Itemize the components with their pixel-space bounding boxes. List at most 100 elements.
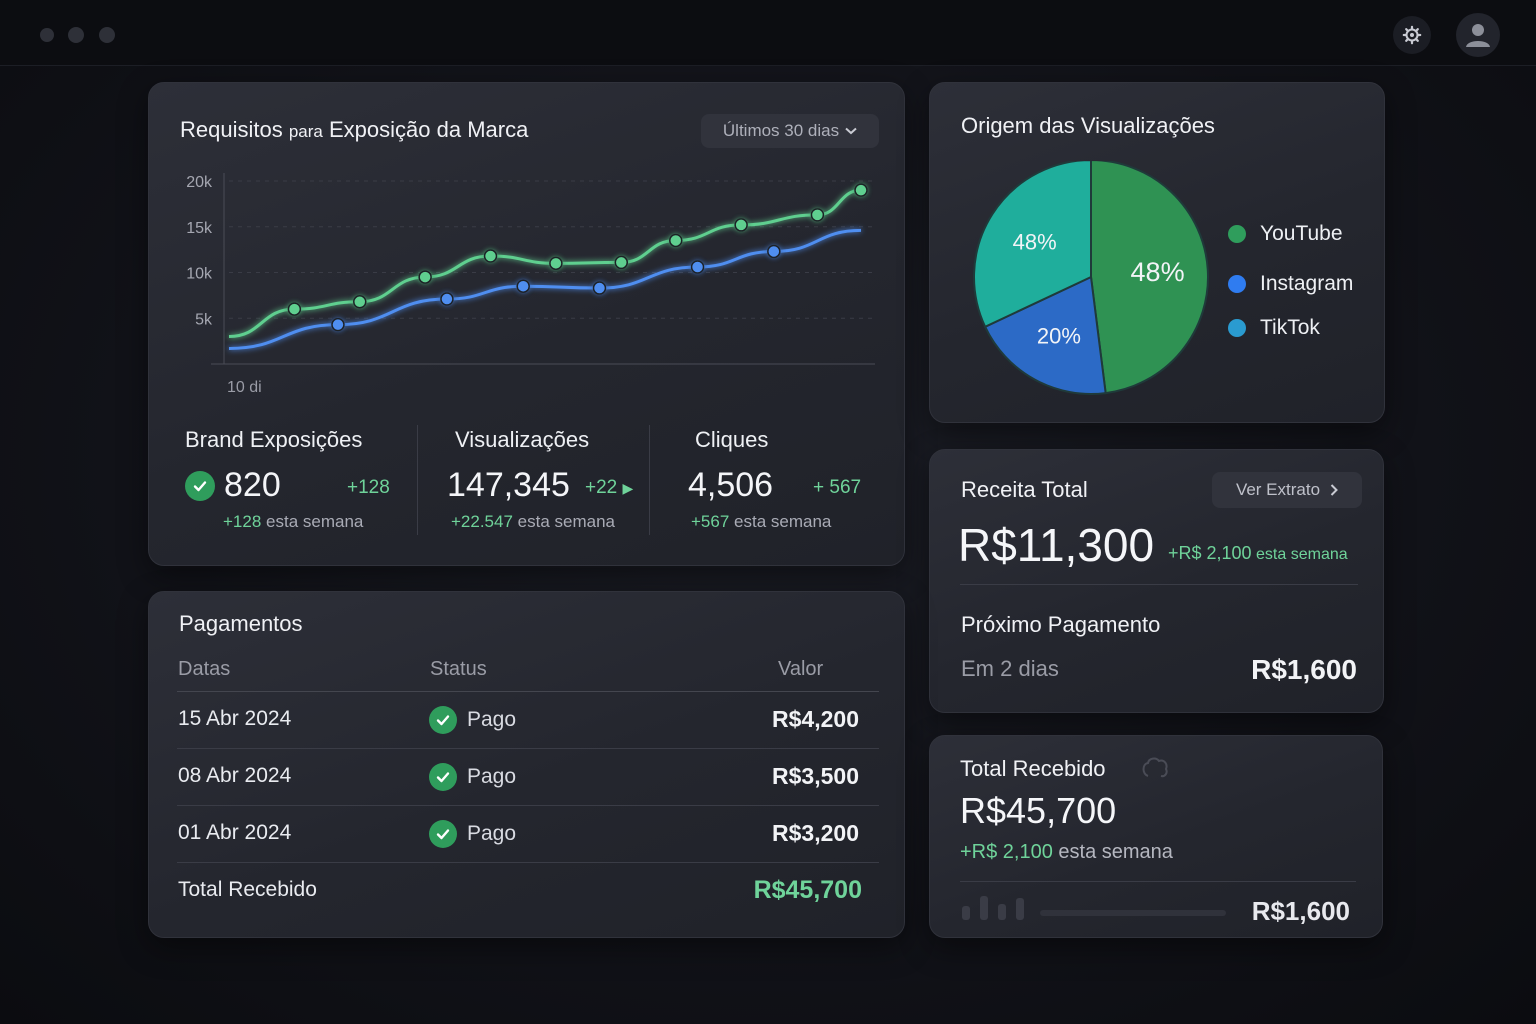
avatar[interactable]: [1456, 13, 1500, 57]
pie-slice[interactable]: [973, 161, 1092, 329]
data-point-blue[interactable]: [440, 292, 454, 306]
legend-label: Instagram: [1260, 272, 1354, 295]
x-axis-label: 10 di: [227, 379, 262, 396]
total-received-card: Total Recebido R$45,700 +R$ 2,100 esta s…: [929, 735, 1383, 938]
check-circle-icon: [185, 471, 215, 501]
instagram-dot-icon: [1228, 275, 1246, 293]
chevron-right-icon: [1330, 484, 1338, 496]
views-origin-pie: 48% 20% 48%: [973, 161, 1209, 395]
mini-bar-sparkline: [960, 894, 1230, 920]
date-range-select[interactable]: Últimos 30 dias: [701, 114, 879, 148]
payment-row-value: R$4,200: [772, 706, 859, 732]
stat-sub-views: +22.547 esta semana: [451, 512, 615, 531]
revenue-title: Receita Total: [961, 477, 1088, 502]
check-circle-icon: [429, 763, 457, 791]
pie-slice-label: 48%: [1131, 257, 1185, 287]
data-point-green[interactable]: [810, 208, 825, 222]
stat-delta-brand: +128: [347, 477, 390, 498]
payment-row-status: Pago: [429, 763, 516, 791]
data-point-blue[interactable]: [516, 279, 530, 293]
pie-slice[interactable]: [1090, 161, 1209, 395]
y-tick-label: 15k: [186, 220, 213, 237]
pie-slice-label: 20%: [1037, 323, 1081, 348]
brand-card-title: Requisitos para Exposição da Marca: [180, 117, 529, 142]
data-point-blue[interactable]: [592, 281, 607, 295]
data-point-green[interactable]: [614, 255, 629, 270]
col-header-date: Datas: [178, 658, 231, 680]
chevron-down-icon: [845, 127, 857, 135]
revenue-card: Receita Total Ver Extrato R$11,300 +R$ 2…: [929, 449, 1384, 713]
stat-label-brand: Brand Exposições: [185, 427, 363, 452]
youtube-dot-icon: [1228, 225, 1246, 243]
data-point-green[interactable]: [669, 233, 683, 248]
view-statement-label: Ver Extrato: [1235, 480, 1321, 499]
window-dot-3[interactable]: [99, 27, 115, 43]
stat-delta-views: +22 ▶: [585, 477, 634, 498]
divider: [960, 881, 1356, 882]
payment-row-value: R$3,200: [772, 820, 859, 846]
data-point-blue[interactable]: [331, 317, 345, 332]
next-payment-amount: R$1,600: [1251, 654, 1357, 685]
views-origin-card: Origem das Visualizações 48% 20% 48% YouTu…: [929, 82, 1385, 423]
legend-instagram[interactable]: Instagram: [1228, 272, 1353, 296]
data-point-green[interactable]: [734, 218, 748, 232]
stat-divider: [649, 425, 650, 535]
payments-title: Pagamentos: [179, 611, 303, 636]
payment-row-date: 15 Abr 2024: [178, 707, 292, 730]
window-dot-1[interactable]: [40, 28, 54, 42]
legend-label: TikTok: [1260, 316, 1320, 339]
stat-label-clicks: Cliques: [695, 427, 769, 452]
legend-tiktok[interactable]: TikTok: [1228, 316, 1320, 340]
data-point-blue[interactable]: [767, 244, 781, 259]
payment-row-status: Pago: [429, 820, 516, 848]
revenue-delta: +R$ 2,100 esta semana: [1168, 543, 1348, 563]
data-point-green[interactable]: [353, 295, 367, 309]
legend-youtube[interactable]: YouTube: [1228, 222, 1343, 246]
refresh-icon[interactable]: [1140, 754, 1170, 782]
payment-row-status: Pago: [429, 706, 516, 734]
play-triangle-icon: ▶: [622, 480, 634, 496]
tiktok-dot-icon: [1228, 319, 1246, 337]
revenue-amount: R$11,300: [958, 519, 1155, 571]
top-bar: [0, 0, 1536, 66]
divider: [177, 805, 879, 806]
next-payment-title: Próximo Pagamento: [961, 612, 1161, 637]
divider: [960, 584, 1358, 585]
payment-row-value: R$3,500: [772, 763, 859, 789]
y-tick-label: 5k: [195, 311, 213, 328]
data-point-green[interactable]: [854, 183, 868, 197]
payments-card: Pagamentos Datas Status Valor 15 Abr 202…: [148, 591, 905, 938]
data-point-green[interactable]: [418, 270, 432, 284]
settings-button[interactable]: [1393, 16, 1431, 54]
window-dot-2[interactable]: [68, 27, 84, 43]
col-header-value: Valor: [778, 658, 824, 680]
data-point-green[interactable]: [549, 256, 563, 271]
stat-value-views: 147,345: [447, 466, 570, 504]
y-tick-label: 10k: [186, 266, 213, 283]
series-line-blue: [228, 228, 862, 350]
stat-label-views: Visualizações: [455, 427, 590, 452]
total-received-amount: R$45,700: [960, 790, 1117, 831]
pie-slice[interactable]: [983, 275, 1107, 395]
stat-delta-clicks: + 567: [813, 477, 862, 498]
col-header-status: Status: [430, 658, 487, 680]
stat-sub-clicks: +567 esta semana: [691, 512, 832, 531]
stat-value-brand: 820: [224, 466, 281, 504]
divider: [177, 748, 879, 749]
stat-value-clicks: 4,506: [688, 466, 774, 504]
data-point-green[interactable]: [483, 249, 498, 263]
total-received-footer-amount: R$1,600: [1251, 896, 1350, 926]
payment-row-date: 08 Abr 2024: [178, 764, 292, 787]
view-statement-button[interactable]: Ver Extrato: [1212, 472, 1362, 508]
divider: [177, 862, 879, 863]
next-payment-when: Em 2 dias: [961, 656, 1059, 681]
stat-divider: [417, 425, 418, 535]
gear-icon: [1402, 25, 1422, 45]
exposure-line-chart: 20k 15k 10k 5k 10 di: [186, 173, 875, 396]
brand-exposure-card: Requisitos para Exposição da Marca Últim…: [148, 82, 905, 566]
payment-row-date: 01 Abr 2024: [178, 821, 292, 844]
data-point-green[interactable]: [287, 302, 302, 316]
data-point-blue[interactable]: [690, 260, 705, 274]
stat-sub-brand: +128 esta semana: [223, 512, 364, 531]
payments-total-label: Total Recebido: [178, 878, 317, 901]
